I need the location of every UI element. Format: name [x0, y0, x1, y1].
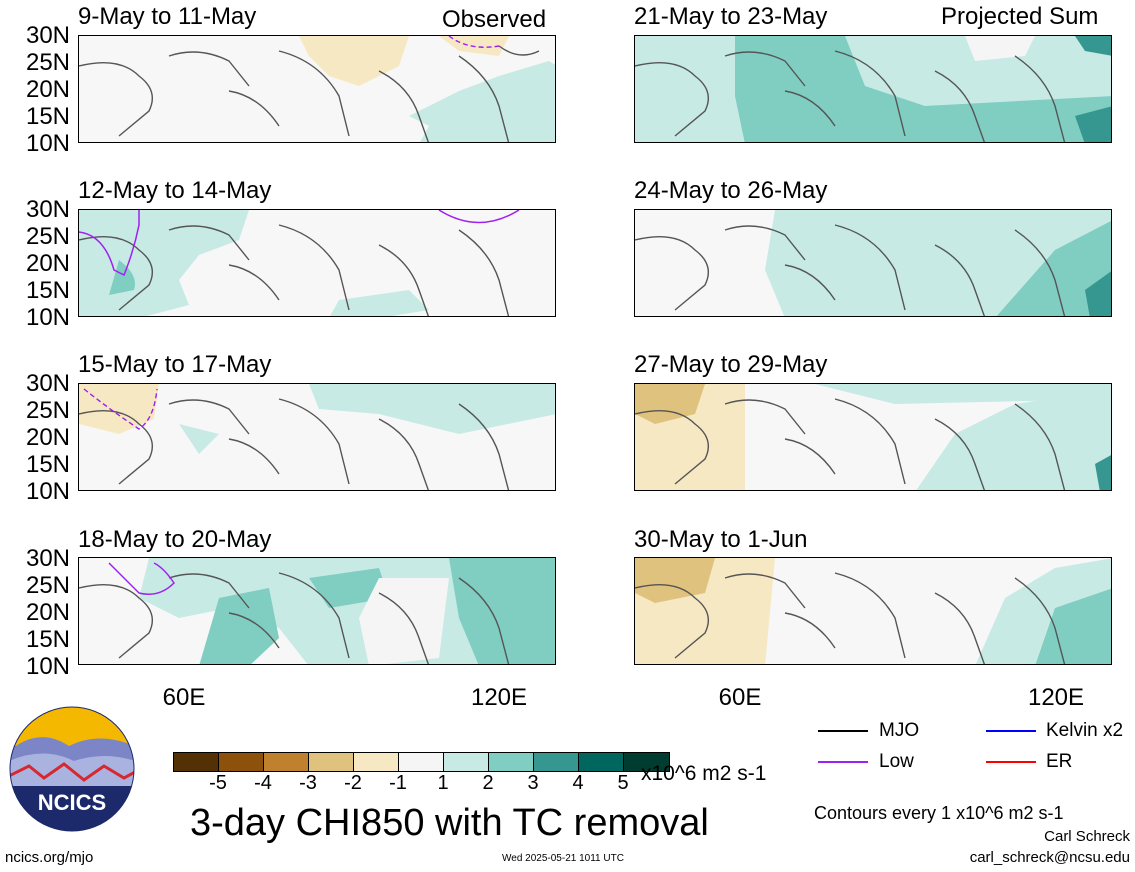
panel-title-right-3: 27-May to 29-May: [634, 351, 828, 378]
low-key-label: Low: [879, 751, 914, 772]
colorbar-cell: [534, 753, 579, 771]
colorbar-tick-label: 4: [572, 772, 584, 794]
mjo-key-label: MJO: [879, 720, 920, 741]
panel-title-left-2: 12-May to 14-May: [78, 177, 272, 204]
contour-note: Contours every 1 x10^6 m2 s-1: [814, 803, 1064, 823]
lat-label: 25N: [25, 572, 70, 599]
map-panel-left-1: [78, 35, 556, 143]
lat-label: 10N: [25, 304, 70, 331]
lat-label: 10N: [25, 130, 70, 157]
colorbar-cell: [174, 753, 219, 771]
colorbar-tick-label: 5: [617, 772, 629, 794]
colorbar-tick-label: -1: [389, 772, 407, 794]
lat-label: 25N: [25, 223, 70, 250]
lat-label: 20N: [25, 599, 70, 626]
lat-axis-4: 30N 25N 20N 15N 10N: [0, 545, 70, 679]
lat-label: 20N: [25, 424, 70, 451]
colorbar-tick-label: -3: [299, 772, 317, 794]
lat-label: 30N: [25, 545, 70, 572]
kelvin-line-swatch: [986, 730, 1036, 732]
map-panel-left-3: [78, 383, 556, 491]
lat-label: 30N: [25, 196, 70, 223]
map-panel-right-3: [634, 383, 1112, 491]
colorbar-tick-label: -2: [344, 772, 362, 794]
footer-url: ncics.org/mjo: [5, 849, 94, 866]
main-title: 3-day CHI850 with TC removal: [190, 802, 709, 844]
colorbar-cell: [489, 753, 534, 771]
colorbar-cell: [624, 753, 669, 771]
colorbar-tick-label: 1: [437, 772, 449, 794]
lat-label: 15N: [25, 451, 70, 478]
colorbar-cell: [219, 753, 264, 771]
colorbar-cell: [309, 753, 354, 771]
lat-axis-1: 30N 25N 20N 15N 10N: [0, 22, 70, 156]
map-panel-right-2: [634, 209, 1112, 317]
low-line-swatch: [818, 761, 868, 763]
panel-title-left-3: 15-May to 17-May: [78, 351, 272, 378]
colorbar-cell: [579, 753, 624, 771]
colorbar-tick-label: 3: [527, 772, 539, 794]
panel-title-left-1: 9-May to 11-May: [78, 3, 257, 30]
lon-label-120e-left: 120E: [470, 684, 528, 711]
lon-label-60e-right: 60E: [718, 684, 762, 711]
colorbar: [173, 752, 670, 772]
colorbar-cell: [354, 753, 399, 771]
colorbar-cell: [264, 753, 309, 771]
map-panel-right-4: [634, 557, 1112, 665]
ncics-logo: NCICS: [9, 706, 135, 832]
map-panel-left-4: [78, 557, 556, 665]
lat-label: 30N: [25, 22, 70, 49]
er-key-label: ER: [1046, 751, 1073, 772]
author-email: carl_schreck@ncsu.edu: [969, 849, 1130, 866]
author-name: Carl Schreck: [1044, 828, 1130, 845]
logo-text: NCICS: [38, 790, 106, 815]
lat-axis-2: 30N 25N 20N 15N 10N: [0, 196, 70, 330]
map-panel-right-1: [634, 35, 1112, 143]
lat-label: 10N: [25, 653, 70, 680]
colorbar-units: x10^6 m2 s-1: [641, 762, 767, 785]
observed-label: Observed: [442, 6, 547, 33]
er-line-swatch: [986, 761, 1036, 763]
map-panel-left-2: [78, 209, 556, 317]
panel-title-right-4: 30-May to 1-Jun: [634, 526, 808, 553]
lat-label: 20N: [25, 76, 70, 103]
lon-label-60e-left: 60E: [162, 684, 206, 711]
kelvin-key-label: Kelvin x2: [1046, 720, 1124, 741]
lat-label: 15N: [25, 277, 70, 304]
colorbar-tick-label: -4: [254, 772, 272, 794]
panel-title-right-2: 24-May to 26-May: [634, 177, 828, 204]
lat-label: 15N: [25, 626, 70, 653]
lat-label: 25N: [25, 49, 70, 76]
colorbar-cell: [399, 753, 444, 771]
lat-label: 10N: [25, 478, 70, 505]
lat-label: 20N: [25, 250, 70, 277]
lat-label: 30N: [25, 370, 70, 397]
lat-axis-3: 30N 25N 20N 15N 10N: [0, 370, 70, 504]
lat-label: 15N: [25, 103, 70, 130]
lat-label: 25N: [25, 397, 70, 424]
projected-sum-label: Projected Sum: [941, 3, 1099, 30]
panel-title-right-1: 21-May to 23-May: [634, 3, 828, 30]
colorbar-tick-label: 2: [482, 772, 494, 794]
colorbar-tick-label: -5: [209, 772, 227, 794]
mjo-line-swatch: [818, 730, 868, 732]
panel-title-left-4: 18-May to 20-May: [78, 526, 272, 553]
colorbar-cell: [444, 753, 489, 771]
footer-timestamp: Wed 2025-05-21 1011 UTC: [502, 853, 624, 864]
lon-label-120e-right: 120E: [1027, 684, 1085, 711]
